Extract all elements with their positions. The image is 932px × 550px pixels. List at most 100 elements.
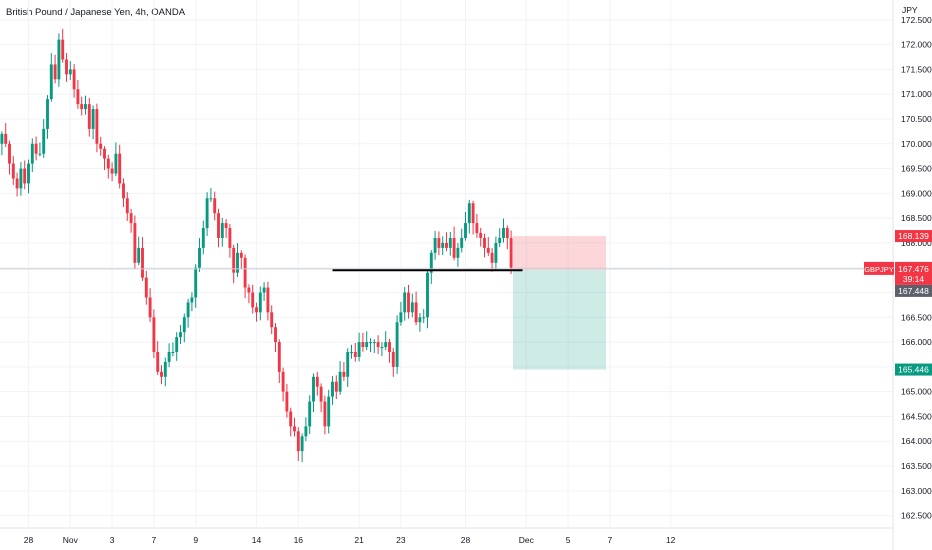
candle-body <box>125 198 129 214</box>
candle-body <box>205 198 209 229</box>
candle-body <box>160 371 163 377</box>
candle-body <box>304 426 308 437</box>
candle-body <box>448 237 452 248</box>
candle-body <box>87 104 91 129</box>
candle-body <box>19 168 23 189</box>
symbol-tag: GBPJPY <box>864 265 894 274</box>
price-tick-label: 172.500 <box>901 15 932 25</box>
time-tick-label: 14 <box>252 535 262 545</box>
candle-body <box>80 104 84 110</box>
time-tick-label: Nov <box>63 535 79 545</box>
candle-body <box>57 39 61 80</box>
candle-body <box>433 237 437 253</box>
candle-body <box>171 352 175 353</box>
candle-body <box>11 163 15 179</box>
price-tick-label: 163.000 <box>901 486 932 496</box>
price-tick-label: 171.500 <box>901 64 932 74</box>
candle-body <box>15 178 19 189</box>
candle-body <box>156 352 160 372</box>
candle-body <box>34 143 38 154</box>
candle-body <box>498 237 502 243</box>
candle-body <box>471 203 475 224</box>
candle-body <box>395 322 399 367</box>
price-tick-label: 171.000 <box>901 89 932 99</box>
candle-body <box>49 64 53 100</box>
candle-body <box>327 396 331 427</box>
candles <box>0 28 513 463</box>
time-tick-label: 3 <box>110 535 115 545</box>
position-zones[interactable] <box>513 236 607 370</box>
candle-body <box>494 242 498 263</box>
time-tick-label: Dec <box>519 535 535 545</box>
candle-body <box>42 128 46 154</box>
candle-body <box>72 69 76 90</box>
candle-body <box>346 352 350 377</box>
candle-body <box>441 242 445 248</box>
candle-body <box>323 401 327 427</box>
candle-body <box>372 342 376 344</box>
price-tick-label: 165.000 <box>901 387 932 397</box>
candle-body <box>262 287 266 293</box>
candle-body <box>27 163 30 184</box>
candle-body <box>418 317 422 323</box>
take-profit-zone <box>513 270 607 370</box>
candle-body <box>247 287 251 293</box>
candle-body <box>8 143 11 164</box>
target-price-tag-bg <box>895 363 932 376</box>
price-tick-label: 164.000 <box>901 436 932 446</box>
time-axis: 28 Nov 3 7 9 14 16 21 23 28 Dec 5 7 12 <box>24 535 676 545</box>
candle-body <box>209 198 213 200</box>
stop-price-tag: 168.139 <box>898 231 929 241</box>
candle-body <box>274 327 277 343</box>
candle-body <box>285 391 289 412</box>
target-price-tag: 165.446 <box>898 365 929 375</box>
candle-body <box>141 247 144 278</box>
candle-body <box>91 109 95 129</box>
entry-price-tag-bg <box>895 284 932 297</box>
candle-body <box>350 352 353 353</box>
candle-body <box>46 99 49 129</box>
candle-body <box>376 342 380 348</box>
currency-label: JPY <box>902 5 918 15</box>
time-tick-label: 5 <box>566 535 571 545</box>
candle-body <box>509 237 513 268</box>
price-tick-label: 164.500 <box>901 411 932 421</box>
price-tick-label: 162.500 <box>901 511 932 521</box>
candle-body <box>38 153 42 155</box>
candle-body <box>365 342 369 348</box>
candle-body <box>331 381 334 397</box>
grid-lines <box>0 0 893 528</box>
candle-body <box>361 342 365 348</box>
current-price-tag-bg <box>895 261 932 285</box>
candle-body <box>338 371 342 392</box>
candle-body <box>118 153 122 184</box>
candle-body <box>236 252 239 273</box>
candle-body <box>312 376 315 402</box>
candle-body <box>384 342 388 348</box>
candle-body <box>243 257 247 288</box>
price-tick-label: 166.500 <box>901 312 932 322</box>
candle-body <box>399 312 403 323</box>
stop-loss-zone <box>513 236 607 271</box>
candle-body <box>255 307 258 313</box>
time-tick-label: 21 <box>354 535 364 545</box>
candle-body <box>407 292 410 313</box>
candle-body <box>467 203 471 224</box>
candle-body <box>490 252 494 263</box>
price-tick-label: 170.000 <box>901 139 932 149</box>
price-tick-label: 169.000 <box>901 188 932 198</box>
candle-body <box>505 228 509 238</box>
candle-body <box>133 223 137 263</box>
time-tick-label: 23 <box>396 535 406 545</box>
candle-body <box>410 302 414 313</box>
candle-body <box>479 233 483 238</box>
candle-body <box>228 228 232 248</box>
candle-body <box>289 411 293 427</box>
candle-body <box>175 337 179 352</box>
candle-body <box>201 228 205 248</box>
time-tick-label: 7 <box>152 535 157 545</box>
candle-body <box>342 371 346 377</box>
current-price-tag: 167.476 <box>898 264 929 274</box>
candle-body <box>391 352 395 367</box>
